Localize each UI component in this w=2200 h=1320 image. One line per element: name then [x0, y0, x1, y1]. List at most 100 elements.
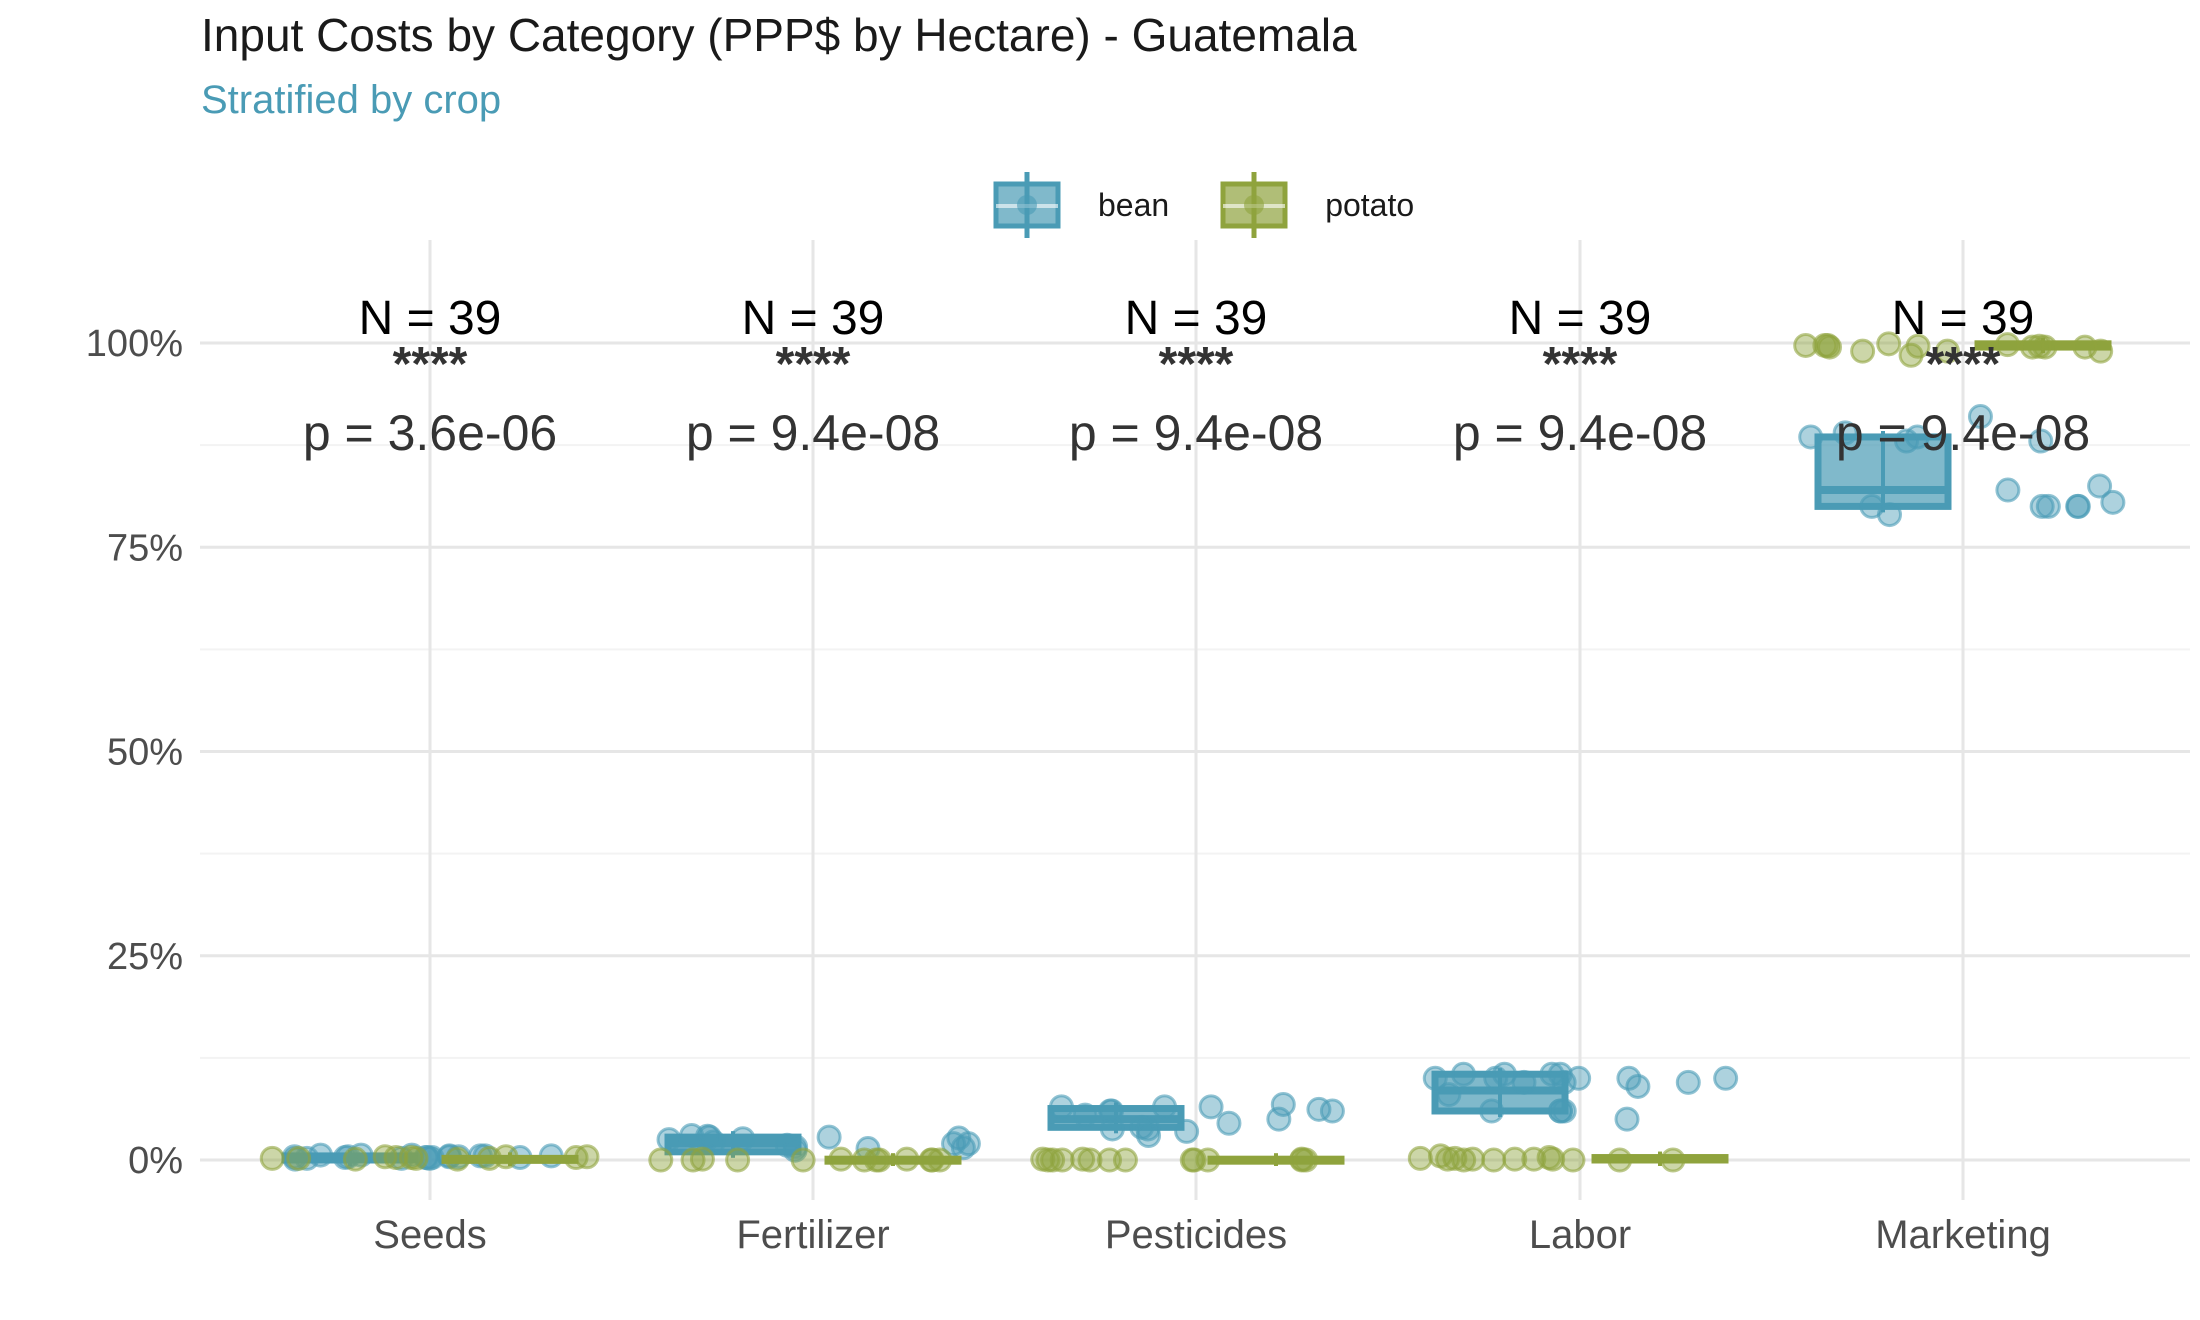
point-bean	[2065, 493, 2091, 519]
point-bean	[695, 1123, 721, 1149]
point-potato	[574, 1144, 600, 1170]
p-value-label: p = 3.6e-06	[303, 405, 557, 461]
point-potato	[1607, 1147, 1633, 1173]
p-value-label: p = 9.4e-08	[1069, 405, 1323, 461]
point-potato	[1442, 1145, 1468, 1171]
significance-label: ****	[776, 338, 851, 391]
n-label: N = 39	[1125, 292, 1268, 345]
point-potato	[1540, 1146, 1566, 1172]
point-potato	[493, 1144, 519, 1170]
significance-label: ****	[1159, 338, 1234, 391]
point-bean	[1198, 1094, 1224, 1120]
p-value-label: p = 9.4e-08	[1453, 405, 1707, 461]
point-potato	[1905, 333, 1931, 359]
point-potato	[918, 1147, 944, 1173]
y-tick-label: 50%	[107, 732, 183, 774]
n-label: N = 39	[1892, 292, 2035, 345]
point-bean	[1967, 404, 1993, 430]
point-bean	[1904, 424, 1930, 450]
x-tick-label: Pesticides	[1105, 1213, 1287, 1257]
point-bean	[2100, 489, 2126, 515]
y-tick-label: 0%	[128, 1140, 183, 1182]
p-value-label: p = 9.4e-08	[686, 405, 940, 461]
x-tick-label: Fertilizer	[736, 1213, 889, 1257]
point-bean	[730, 1126, 756, 1152]
point-potato	[725, 1147, 751, 1173]
point-potato	[1934, 338, 1960, 364]
point-bean	[1539, 1061, 1565, 1087]
x-tick-label: Labor	[1529, 1213, 1631, 1257]
legend-label-potato: potato	[1325, 186, 1415, 223]
point-potato	[1112, 1147, 1138, 1173]
point-bean	[1270, 1091, 1296, 1117]
point-potato	[927, 1147, 953, 1173]
point-bean	[1547, 1061, 1573, 1087]
point-potato	[828, 1146, 854, 1172]
point-bean	[2087, 473, 2113, 499]
point-bean	[774, 1132, 800, 1158]
point-bean	[1566, 1065, 1592, 1091]
n-label: N = 39	[1509, 292, 1652, 345]
point-bean	[1479, 1098, 1505, 1124]
point-bean	[1099, 1098, 1125, 1124]
x-tick-label: Seeds	[373, 1213, 486, 1257]
point-potato	[1850, 338, 1876, 364]
point-potato	[1179, 1147, 1205, 1173]
legend: bean potato	[990, 170, 1462, 240]
point-potato	[403, 1145, 429, 1171]
point-potato	[1435, 1146, 1461, 1172]
n-label: N = 39	[359, 292, 502, 345]
point-bean	[2029, 493, 2055, 519]
point-potato	[680, 1147, 706, 1173]
point-potato	[1460, 1146, 1486, 1172]
point-bean	[1713, 1065, 1739, 1091]
point-bean	[1436, 1082, 1462, 1108]
point-potato	[1560, 1147, 1586, 1173]
point-potato	[1995, 332, 2021, 358]
point-bean	[1995, 477, 2021, 503]
legend-key-bean	[993, 172, 1061, 238]
box-bean	[1814, 433, 1952, 510]
point-potato	[2072, 334, 2098, 360]
point-bean	[1832, 420, 1858, 446]
point-potato	[851, 1147, 877, 1173]
point-bean	[1675, 1069, 1701, 1095]
point-bean	[656, 1127, 682, 1153]
legend-label-bean: bean	[1098, 186, 1170, 223]
point-bean	[1135, 1116, 1161, 1142]
point-potato	[2019, 334, 2045, 360]
point-potato	[1040, 1147, 1066, 1173]
point-bean	[1048, 1094, 1074, 1120]
point-bean	[1798, 424, 1824, 450]
point-potato	[648, 1147, 674, 1173]
point-potato	[790, 1147, 816, 1173]
significance-label: ****	[1926, 338, 2001, 391]
p-value-label: p = 9.4e-08	[1836, 405, 2090, 461]
point-potato	[1077, 1147, 1103, 1173]
point-potato	[1660, 1147, 1686, 1173]
point-potato	[1502, 1146, 1528, 1172]
chart-subtitle: Stratified by crop	[201, 78, 502, 122]
point-bean	[1859, 493, 1885, 519]
legend-item-potato: potato	[1217, 168, 1414, 242]
point-bean	[1152, 1094, 1178, 1120]
point-bean	[816, 1124, 842, 1150]
point-potato	[1812, 332, 1838, 358]
point-potato	[1293, 1147, 1319, 1173]
point-bean	[1422, 1065, 1448, 1091]
point-bean	[1266, 1106, 1292, 1132]
point-bean	[308, 1142, 334, 1168]
legend-item-bean: bean	[990, 168, 1169, 242]
point-bean	[1625, 1073, 1651, 1099]
point-bean	[1306, 1096, 1332, 1122]
point-bean	[1216, 1110, 1242, 1136]
legend-key-potato	[1220, 172, 1288, 238]
point-potato	[1407, 1145, 1433, 1171]
point-potato	[342, 1146, 368, 1172]
point-bean	[2035, 493, 2061, 519]
point-bean	[783, 1134, 809, 1160]
y-tick-label: 25%	[107, 936, 183, 978]
point-potato	[444, 1146, 470, 1172]
point-bean	[1483, 1065, 1509, 1091]
